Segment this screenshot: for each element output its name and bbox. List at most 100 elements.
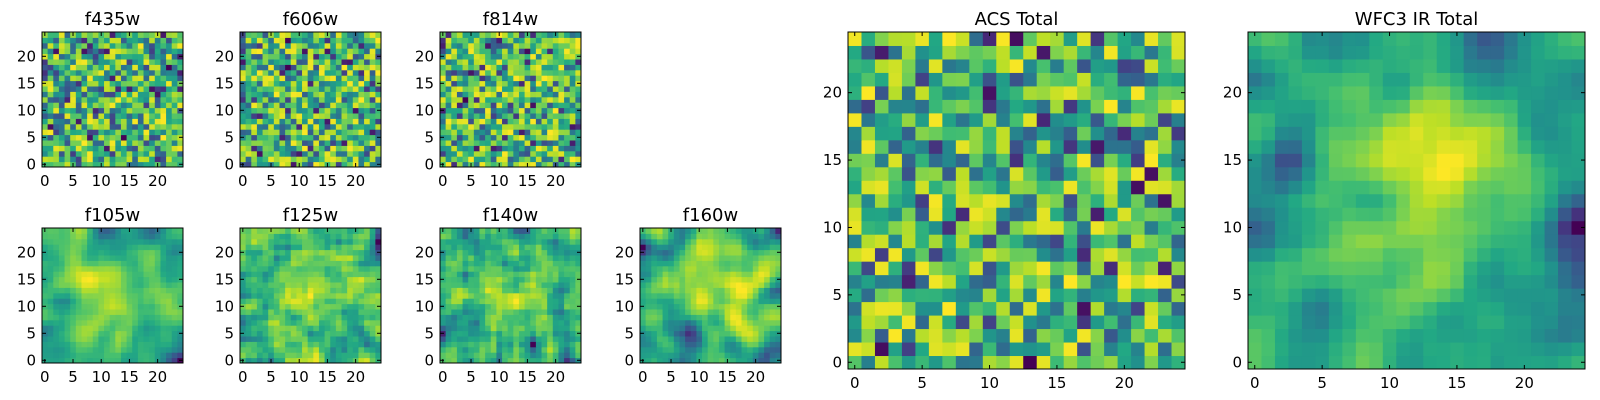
heatmap-cell [764, 336, 771, 342]
heatmap-cell [861, 207, 876, 222]
heatmap-cell [268, 37, 275, 44]
heatmap-cell [679, 314, 686, 321]
heatmap-cell [160, 150, 167, 157]
heatmap-cell [735, 271, 743, 278]
heatmap-cell [575, 86, 582, 92]
heatmap-cell [177, 145, 184, 152]
heatmap-cell [942, 180, 957, 195]
heatmap-cell [126, 48, 133, 55]
heatmap-cell [513, 346, 520, 353]
heatmap-cell [115, 244, 122, 251]
heatmap-cell [324, 233, 331, 240]
heatmap-cell [154, 287, 161, 294]
heatmap-cell [440, 118, 447, 125]
heatmap-cell [120, 140, 128, 146]
heatmap-cell [53, 292, 60, 299]
heatmap-cell [302, 118, 309, 125]
heatmap-cell [166, 249, 173, 256]
heatmap-cell [42, 298, 49, 305]
heatmap-cell [132, 292, 139, 299]
heatmap-cell [662, 357, 669, 364]
heatmap-cell [473, 48, 480, 55]
heatmap-cell [724, 276, 731, 283]
heatmap-cell [668, 238, 675, 245]
heatmap-cell [656, 260, 664, 267]
heatmap-cell [268, 118, 275, 125]
heatmap-cell [502, 255, 509, 261]
heatmap-cell [132, 69, 139, 76]
heatmap-cell [364, 292, 371, 299]
heatmap-cell [496, 96, 503, 103]
heatmap-cell [307, 233, 314, 240]
heatmap-cell [154, 48, 161, 55]
heatmap-cell [154, 53, 161, 60]
heatmap-cell [530, 292, 537, 299]
heatmap-cell [752, 330, 759, 337]
heatmap-cell [752, 238, 759, 245]
heatmap-cell [564, 48, 571, 55]
heatmap-cell [369, 357, 376, 364]
heatmap-cell [75, 341, 82, 348]
heatmap-cell [502, 118, 509, 125]
heatmap-cell [673, 325, 680, 332]
heatmap-cell [240, 292, 247, 299]
heatmap-cell [564, 64, 571, 71]
heatmap-cell [456, 42, 464, 49]
heatmap-cell [718, 292, 726, 299]
heatmap-cell [171, 255, 178, 261]
heatmap-cell [507, 129, 514, 136]
heatmap-cell [149, 238, 156, 245]
axes-frame [239, 227, 382, 364]
heatmap-cell [547, 42, 554, 49]
heatmap-cell [558, 129, 565, 136]
heatmap-cell [690, 260, 697, 267]
heatmap-cell [575, 282, 582, 288]
heatmap-cell [558, 113, 565, 119]
heatmap-cell [137, 91, 145, 98]
heatmap-cell [166, 69, 173, 76]
x-tick-label: 0 [40, 368, 50, 386]
x-tick-label: 15 [318, 172, 337, 190]
heatmap-cell [451, 292, 458, 299]
heatmap-cell [640, 346, 647, 353]
heatmap-cell [335, 102, 343, 109]
heatmap-cell [98, 140, 105, 146]
heatmap-cell [256, 265, 264, 272]
heatmap-cell [507, 309, 514, 315]
heatmap-cell [752, 255, 759, 261]
heatmap-cell [541, 330, 548, 337]
heatmap-cell [126, 150, 133, 157]
heatmap-cell [530, 330, 537, 337]
heatmap-cell [901, 166, 916, 181]
heatmap-cell [364, 161, 371, 168]
heatmap-cell [296, 42, 303, 49]
heatmap-cell [132, 53, 139, 60]
heatmap-cell [718, 276, 726, 283]
heatmap-cell [564, 113, 571, 119]
heatmap-cell [752, 260, 759, 267]
heatmap-cell [640, 287, 647, 294]
heatmap-cell [245, 80, 252, 87]
heatmap-cell [120, 282, 128, 288]
heatmap-cell [713, 271, 720, 278]
heatmap-cell [690, 325, 697, 332]
heatmap-cell [547, 357, 554, 364]
heatmap-cell [942, 193, 957, 208]
heatmap-cell [645, 330, 652, 337]
heatmap-cell [564, 244, 571, 251]
heatmap-cell [120, 244, 128, 251]
y-tick-label: 15 [17, 74, 36, 92]
heatmap-cell [530, 271, 537, 278]
heatmap-cell [468, 287, 475, 294]
heatmap-cell [564, 265, 571, 272]
heatmap-cell [462, 330, 469, 337]
heatmap-cell [735, 260, 743, 267]
heatmap-cell [769, 228, 776, 234]
heatmap-cell [75, 161, 82, 168]
heatmap-cell [741, 341, 748, 348]
heatmap-cell [662, 325, 669, 332]
heatmap-cell [485, 96, 492, 103]
heatmap-cell [445, 96, 452, 103]
heatmap-cell [58, 134, 66, 141]
heatmap-cell [290, 233, 297, 240]
